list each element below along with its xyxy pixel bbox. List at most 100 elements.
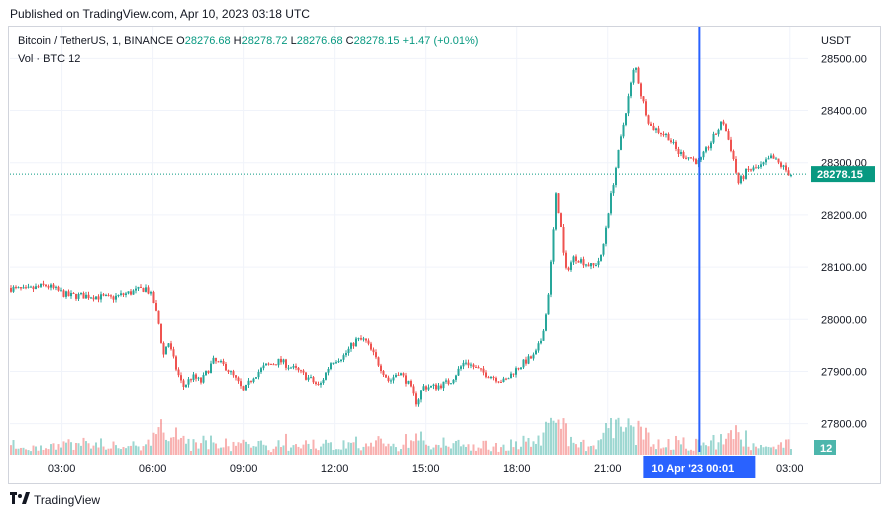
candle-body [155,303,157,311]
candle-body [710,142,712,149]
brand-name: TradingView [34,492,101,507]
volume-bar [672,449,675,455]
candle-body [377,357,380,366]
close-label: C [345,35,354,47]
candle-body [632,69,635,83]
candle-body [760,164,762,167]
price-axis: 28500.0028400.0028300.0028200.0028100.00… [821,53,867,430]
volume-bar [22,447,25,455]
volume-bar [35,446,37,455]
volume-bar [492,446,495,455]
volume-bar [107,448,110,455]
candle-body [357,338,360,340]
candle-body [582,259,585,266]
volume-bar [680,444,682,455]
candle-body [677,148,680,154]
volume-bar [745,430,747,455]
volume-bar [425,444,427,455]
volume-bar [445,445,447,455]
volume-bar [242,439,245,455]
candle-body [275,364,277,366]
candle-body [260,368,262,372]
volume-bar [530,446,532,455]
candle-body [477,367,480,369]
volume-bar [502,444,505,455]
candle-body [327,368,330,373]
candle-body [227,370,230,373]
volume-bar [205,440,207,455]
candle-body [587,264,590,267]
high-label: H [233,35,242,47]
current-price-label: 28278.15 [811,166,875,183]
volume-bar [662,447,665,455]
candle-body [640,83,642,97]
candle-body [627,96,630,114]
time-axis: 03:00 06:00 09:00 12:00 15:00 18:00 21:00 03:00 [48,463,804,475]
chart-grid [10,27,808,455]
candle-body [545,314,547,331]
candle-body [187,379,190,385]
candle-body [67,291,70,297]
volume-bar [355,436,357,455]
volume-bar [407,447,410,455]
candle-body [105,295,107,297]
candle-body [252,378,255,382]
crosshair-time-label: 10 Apr '23 00:01 [643,456,756,478]
candle-body [137,286,140,289]
price-candles [10,66,792,407]
candle-body [190,379,192,381]
candle-body [555,193,557,230]
volume-bar [460,446,462,455]
volume-bar [380,438,382,455]
candle-body [312,377,315,383]
candle-body [27,286,30,288]
volume-bar [350,442,352,455]
candle-body [645,101,647,116]
volume-bar [750,450,752,455]
candle-body [495,377,497,382]
volume-bar [522,435,525,455]
candle-body [15,286,17,288]
volume-bar [202,435,205,455]
candle-body [662,134,665,136]
volume-bar [597,440,600,455]
volume-bar [100,438,102,455]
candle-body [692,158,695,160]
candle-body [150,292,152,294]
volume-bar [195,442,197,455]
candle-body [20,287,22,289]
volume-bar [660,448,662,455]
candle-body [47,286,50,288]
volume-bar [82,437,85,455]
volume-bar [485,440,487,455]
volume-bar [412,441,415,455]
candle-body [315,382,317,385]
candle-body [392,377,395,381]
volume-bar [435,444,437,455]
candle-body [50,284,52,288]
candle-body [700,157,702,160]
volume-bar [277,440,280,455]
candle-body [342,355,345,360]
time-tick-label: 21:00 [594,463,622,475]
candle-body [432,384,435,386]
volume-bar [367,446,370,455]
candle-body [665,133,667,135]
volume-bar [302,444,305,455]
candle-body [350,343,352,349]
volume-bar [562,418,565,455]
volume-bar [270,452,272,455]
volume-bar [447,446,450,455]
volume-bar [140,450,142,455]
candle-body [165,346,167,355]
volume-bar [620,426,622,455]
volume-bar [682,437,685,455]
volume-bar [440,447,442,455]
candle-body [212,357,215,364]
candle-body [512,373,515,375]
volume-bar [95,442,97,455]
volume-bar [717,442,720,455]
candle-body [482,368,485,373]
candle-body [55,286,57,288]
